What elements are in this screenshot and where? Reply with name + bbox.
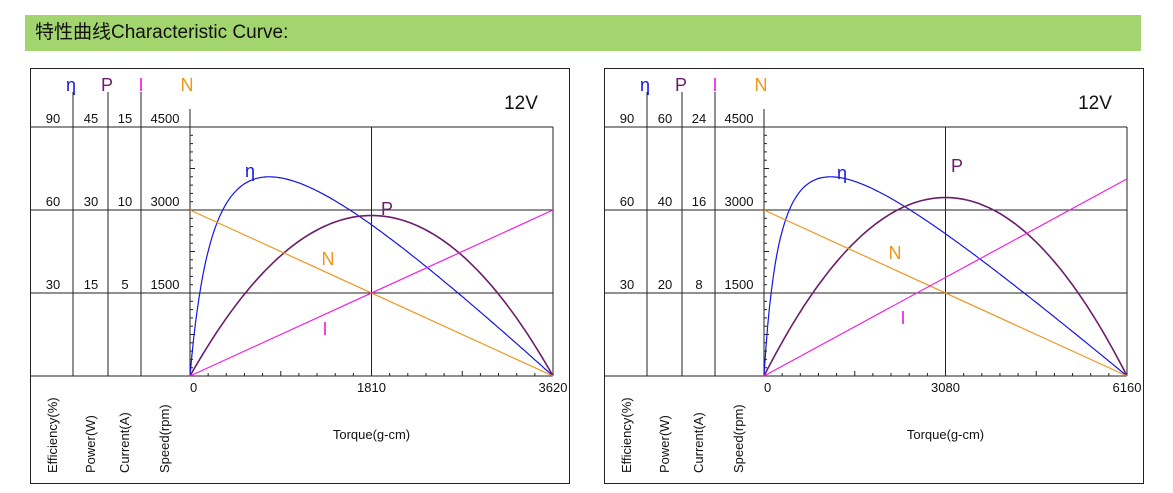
series-label-speed: N: [889, 243, 902, 263]
chart-svg-left: η P I N 12V 90 60 30 45 30 15 15 10 5 4500 3000 1500 0 181…: [31, 75, 568, 473]
axis-symbol-efficiency: η: [66, 75, 76, 95]
y-axis-name-efficiency: Efficiency(%): [45, 397, 60, 473]
y-tick-label-current: 10: [118, 194, 132, 209]
y-tick-label-speed: 3000: [725, 194, 754, 209]
axis-symbol-power: P: [101, 75, 113, 95]
series-label-speed: N: [322, 249, 335, 269]
characteristic-chart-12v-left: η P I N 12V 90 60 30 45 30 15 15 10 5 4500 3000 1500 0 181…: [30, 68, 570, 484]
y-tick-label-current: 5: [121, 277, 128, 292]
axis-symbol-speed: N: [755, 75, 768, 95]
axis-symbol-current: I: [138, 75, 143, 95]
x-tick-label: 3080: [931, 380, 960, 395]
series-label-efficiency: η: [245, 161, 255, 181]
y-axis-name-efficiency: Efficiency(%): [619, 397, 634, 473]
y-tick-label-efficiency: 90: [46, 111, 60, 126]
y-tick-label-efficiency: 30: [620, 277, 634, 292]
y-tick-label-power: 20: [658, 277, 672, 292]
axis-symbol-power: P: [675, 75, 687, 95]
series-label-current: I: [322, 319, 327, 339]
x-tick-label: 1810: [357, 380, 386, 395]
y-axis-name-power: Power(W): [83, 415, 98, 473]
y-tick-label-speed: 1500: [151, 277, 180, 292]
axis-symbol-current: I: [712, 75, 717, 95]
series-line-speed: [763, 209, 1128, 377]
axis-symbol-efficiency: η: [640, 75, 650, 95]
x-tick-label: 3620: [539, 380, 568, 395]
x-axis-label: Torque(g-cm): [333, 427, 410, 442]
series-line-efficiency: [189, 176, 554, 377]
x-tick-label: 0: [764, 380, 771, 395]
y-tick-label-efficiency: 90: [620, 111, 634, 126]
y-tick-label-current: 8: [695, 277, 702, 292]
y-axis-name-current: Current(A): [691, 412, 706, 473]
series-line-power: [189, 214, 554, 377]
chart-svg-right: η P I N 12V 90 60 30 60 40 20 24 16 8 4500 3000 1500 0 308…: [605, 75, 1142, 473]
section-title-banner: 特性曲线Characteristic Curve:: [25, 15, 1141, 51]
voltage-label: 12V: [504, 93, 538, 114]
series-line-power: [763, 196, 1128, 377]
series-label-efficiency: η: [837, 163, 847, 183]
y-tick-label-current: 24: [692, 111, 706, 126]
y-tick-label-power: 40: [658, 194, 672, 209]
y-axis-name-speed: Speed(rpm): [157, 404, 172, 473]
y-tick-label-power: 15: [84, 277, 98, 292]
y-tick-label-efficiency: 60: [620, 194, 634, 209]
y-axis-name-power: Power(W): [657, 415, 672, 473]
y-axis-name-current: Current(A): [117, 412, 132, 473]
x-tick-label: 0: [190, 380, 197, 395]
y-tick-label-current: 16: [692, 194, 706, 209]
y-tick-label-power: 30: [84, 194, 98, 209]
section-title: 特性曲线Characteristic Curve:: [35, 22, 289, 43]
series-label-power: P: [381, 199, 393, 219]
series-label-power: P: [951, 156, 963, 176]
y-tick-label-speed: 4500: [151, 111, 180, 126]
series-line-efficiency: [763, 176, 1128, 377]
y-tick-label-current: 15: [118, 111, 132, 126]
x-axis-label: Torque(g-cm): [907, 427, 984, 442]
y-tick-label-efficiency: 30: [46, 277, 60, 292]
x-tick-label: 6160: [1113, 380, 1142, 395]
series-line-current: [763, 178, 1128, 377]
y-tick-label-efficiency: 60: [46, 194, 60, 209]
voltage-label: 12V: [1078, 93, 1112, 114]
y-tick-label-speed: 3000: [151, 194, 180, 209]
series-line-current: [189, 209, 554, 377]
y-tick-label-power: 60: [658, 111, 672, 126]
y-tick-label-speed: 4500: [725, 111, 754, 126]
characteristic-chart-12v-right: η P I N 12V 90 60 30 60 40 20 24 16 8 4500 3000 1500 0 308…: [604, 68, 1144, 484]
y-axis-name-speed: Speed(rpm): [731, 404, 746, 473]
y-tick-label-speed: 1500: [725, 277, 754, 292]
series-label-current: I: [900, 308, 905, 328]
axis-symbol-speed: N: [181, 75, 194, 95]
y-tick-label-power: 45: [84, 111, 98, 126]
